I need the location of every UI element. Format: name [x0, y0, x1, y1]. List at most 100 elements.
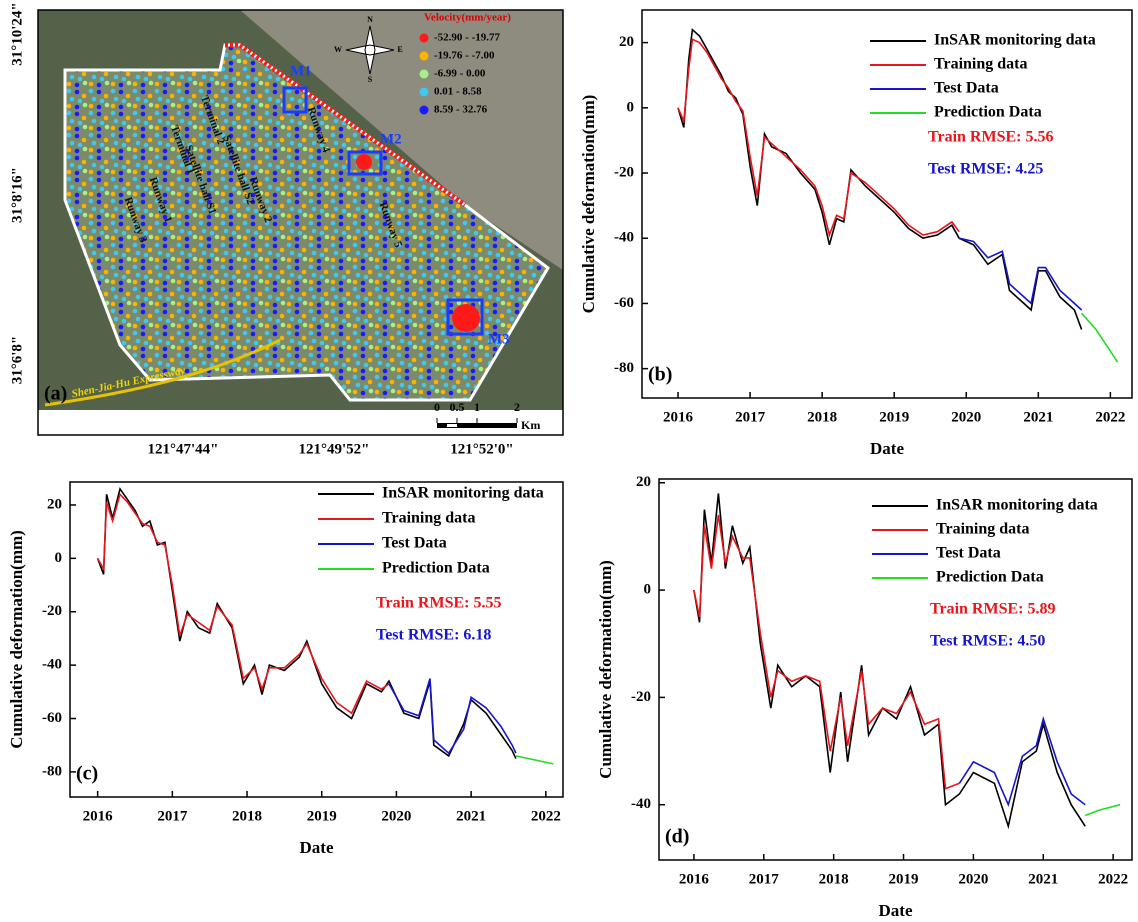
x-tick-label: 2022: [1098, 871, 1128, 887]
series-line: [1085, 805, 1120, 816]
x-tick-label: 2022: [1095, 409, 1125, 425]
legend-swatch: [420, 52, 429, 61]
x-tick-label: 2019: [307, 808, 337, 824]
compass-label: N: [367, 15, 373, 24]
legend-label: Prediction Data: [382, 560, 490, 577]
y-tick-label: -80: [614, 360, 634, 376]
x-tick-label: 2017: [749, 871, 780, 887]
x-tick-label: 2018: [819, 871, 849, 887]
x-tick-label: 2018: [807, 409, 837, 425]
legend-label: Test Data: [934, 80, 999, 97]
x-tick-label: 2021: [456, 808, 486, 824]
x-tick-label: 2017: [735, 409, 766, 425]
legend-swatch: [420, 88, 429, 97]
y-tick-label: -40: [614, 230, 634, 246]
legend-label: InSAR monitoring data: [936, 497, 1098, 514]
panel-label: (d): [665, 826, 689, 848]
legend-swatch: [420, 70, 429, 79]
y-tick-label: -20: [614, 164, 634, 180]
series-line: [678, 30, 1082, 330]
compass-label: E: [397, 45, 402, 54]
x-tick-label: 2021: [1028, 871, 1058, 887]
series-line: [678, 39, 959, 235]
legend-label: Training data: [934, 56, 1028, 73]
y-axis-label: Cumulative deformation(mm): [596, 560, 615, 779]
y-tick-label: 0: [644, 582, 652, 598]
y-tick-label: -60: [42, 710, 62, 726]
legend-label: -19.76 - -7.00: [434, 50, 495, 62]
y-tick-label: -40: [631, 796, 651, 812]
subsidence-zone: [356, 154, 372, 170]
x-tick-label: 2016: [663, 409, 694, 425]
legend-swatch: [420, 106, 429, 115]
y-tick-label: -20: [631, 689, 651, 705]
scale-label: 2: [514, 400, 520, 414]
scale-label: 0: [434, 400, 440, 414]
y-tick-label: -20: [42, 603, 62, 619]
x-axis-label: Date: [870, 439, 904, 458]
x-tick-label: 2022: [531, 808, 561, 824]
box-label: M1: [290, 63, 312, 79]
x-tick-label: 2020: [381, 808, 411, 824]
legend-label: Test Data: [936, 545, 1001, 562]
x-tick-label: 2016: [679, 871, 710, 887]
annotation: Test RMSE: 4.25: [928, 161, 1043, 178]
y-tick-label: 0: [55, 550, 63, 566]
x-axis-label: Date: [300, 838, 334, 857]
legend-label: -6.99 - 0.00: [434, 68, 486, 80]
annotation: Train RMSE: 5.89: [930, 601, 1055, 618]
x-tick-label: 2019: [889, 871, 919, 887]
legend-label: Training data: [936, 521, 1030, 538]
series-line: [389, 679, 516, 754]
panel-label: (b): [648, 364, 672, 386]
x-tick-label: 2016: [83, 808, 114, 824]
legend-label: InSAR monitoring data: [934, 32, 1096, 49]
x-tick-label: 2020: [958, 871, 988, 887]
panel-label: (a): [44, 383, 67, 405]
box-label: M2: [380, 131, 402, 147]
x-tick-label: 2020: [951, 409, 981, 425]
annotation: Test RMSE: 4.50: [930, 633, 1045, 650]
y-tick-label: 20: [619, 34, 634, 50]
legend-swatch: [420, 34, 429, 43]
figure: Velocity(mm/year) -52.90 - -19.77 -19.76 -…: [0, 0, 1138, 922]
series-line: [516, 756, 553, 764]
legend-label: -52.90 - -19.77: [434, 32, 500, 44]
annotation: Test RMSE: 6.18: [376, 627, 491, 644]
y-tick-label: -60: [614, 295, 634, 311]
x-tick-label: 2019: [879, 409, 909, 425]
y-tick-label: 20: [636, 474, 651, 490]
legend-label: Prediction Data: [936, 569, 1044, 586]
legend-label: Prediction Data: [934, 104, 1042, 121]
y-tick-label: 0: [627, 99, 635, 115]
legend-label: Test Data: [382, 535, 447, 552]
box-label: M3: [488, 331, 510, 347]
panel-label: (c): [76, 763, 98, 785]
y-tick-label: 20: [47, 496, 62, 512]
annotation: Train RMSE: 5.56: [928, 129, 1053, 146]
compass-label: S: [368, 75, 373, 84]
lat-label: 31°6'8": [9, 336, 25, 385]
lon-label: 121°49'52": [299, 441, 370, 457]
legend-label: Training data: [382, 510, 476, 527]
legend-label: 8.59 - 32.76: [434, 104, 488, 116]
y-axis-label: Cumulative deformation(mm): [579, 95, 598, 314]
legend-label: 0.01 - 8.58: [434, 86, 482, 98]
scale-label: 0.5: [450, 400, 465, 414]
y-tick-label: -80: [42, 763, 62, 779]
x-tick-label: 2017: [157, 808, 188, 824]
series-line: [1082, 313, 1118, 362]
lon-label: 121°47'44": [148, 441, 219, 457]
series-line: [694, 494, 1085, 827]
legend-title: Velocity(mm/year): [424, 12, 511, 24]
x-axis-label: Date: [879, 901, 913, 920]
scale-unit: Km: [521, 418, 540, 432]
scale-bar: [447, 424, 457, 427]
lat-label: 31°8'16": [9, 167, 25, 223]
y-axis-label: Cumulative deformation(mm): [7, 530, 26, 749]
x-tick-label: 2021: [1023, 409, 1053, 425]
legend-label: InSAR monitoring data: [382, 485, 544, 502]
lat-label: 31°10'24": [9, 2, 25, 66]
lon-label: 121°52'0": [450, 441, 514, 457]
scale-label: 1: [474, 400, 480, 414]
